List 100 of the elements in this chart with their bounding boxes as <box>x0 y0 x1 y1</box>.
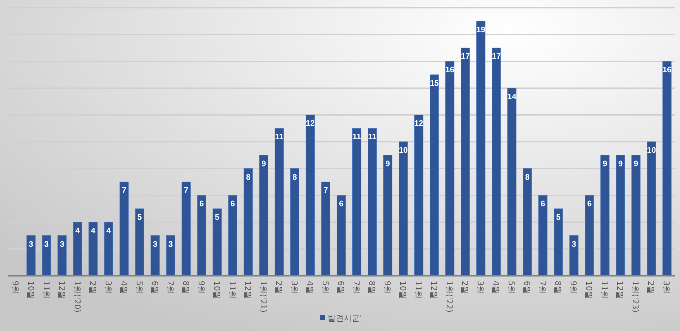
bar <box>414 114 424 276</box>
x-tick-label: 11월 <box>42 281 51 300</box>
data-label: 3 <box>29 240 34 249</box>
bar <box>58 236 67 276</box>
x-tick-label: 8월 <box>554 281 563 294</box>
data-label: 5 <box>556 213 562 222</box>
data-label: 11 <box>368 132 378 142</box>
bar <box>244 168 253 276</box>
bar <box>647 142 656 276</box>
bar <box>26 236 36 276</box>
data-label: 4 <box>91 226 96 236</box>
bar <box>585 195 594 276</box>
x-tick-label: 5월 <box>134 281 144 294</box>
bar <box>384 155 393 276</box>
bar <box>662 61 672 276</box>
data-label: 11 <box>352 132 362 142</box>
x-tick-label: 10월 <box>398 281 408 300</box>
data-label: 5 <box>138 213 143 222</box>
data-label: 7 <box>184 186 190 196</box>
x-tick-label: 11월 <box>414 281 424 300</box>
x-tick-label: 10월 <box>584 281 594 300</box>
x-tick-label: 2월 <box>460 281 470 294</box>
bar <box>166 236 176 276</box>
data-label: 3 <box>44 240 50 249</box>
x-tick-label: 2월 <box>274 281 284 294</box>
data-label: 7 <box>122 186 128 196</box>
x-tick-label: 6월 <box>150 281 160 294</box>
data-label: 3 <box>153 240 158 249</box>
bar <box>538 195 548 276</box>
data-label: 6 <box>200 200 205 209</box>
x-tick-label: 7월 <box>166 281 175 294</box>
x-tick-label: 5월 <box>507 281 516 294</box>
bar <box>554 208 564 276</box>
bar <box>212 208 222 276</box>
bar <box>336 195 346 276</box>
bar <box>182 182 191 276</box>
data-label: 6 <box>339 200 344 209</box>
x-tick-label: 2월 <box>88 281 98 294</box>
bar <box>274 128 284 276</box>
x-tick-label: 1월('20) <box>72 281 82 313</box>
x-tick-label: 3월 <box>476 281 486 294</box>
x-tick-label: 3월 <box>104 281 113 294</box>
data-label: 17 <box>492 52 502 62</box>
bar <box>88 222 98 276</box>
data-label: 11 <box>275 132 284 142</box>
data-label: 16 <box>446 66 456 75</box>
x-tick-label: 6월 <box>522 281 532 294</box>
bar <box>321 182 331 276</box>
x-tick-label: 3월 <box>290 281 299 294</box>
bar <box>508 88 517 276</box>
x-tick-label: 8월 <box>181 281 190 294</box>
data-label: 8 <box>525 172 530 182</box>
data-label: 10 <box>647 146 657 155</box>
data-label: 16 <box>662 66 672 75</box>
data-label: 8 <box>292 172 298 182</box>
x-tick-label: 10월 <box>26 281 36 300</box>
x-tick-label: 4월 <box>492 281 501 294</box>
data-label: 12 <box>414 119 424 128</box>
legend-item: 발견시군' <box>320 314 362 323</box>
bar <box>476 21 486 276</box>
x-tick-label: 11월 <box>228 281 237 300</box>
x-tick-label: 1월('22) <box>445 281 454 313</box>
data-label: 17 <box>461 52 471 62</box>
bar <box>461 48 470 276</box>
bar <box>632 155 641 276</box>
x-tick-label: 5월 <box>320 281 330 294</box>
x-tick-label: 4월 <box>305 281 314 294</box>
x-tick-label: 6월 <box>336 281 346 294</box>
bar <box>120 182 129 276</box>
bar <box>104 222 114 276</box>
bar <box>150 236 160 276</box>
data-label: 4 <box>106 226 112 236</box>
bar <box>368 128 378 276</box>
data-label: 9 <box>634 159 639 168</box>
data-label: 7 <box>324 186 329 196</box>
data-label: 5 <box>215 213 220 222</box>
data-label: 9 <box>386 159 391 168</box>
x-tick-label: 9월 <box>383 281 392 294</box>
bar <box>600 155 610 276</box>
bar <box>73 222 82 276</box>
bar <box>197 195 206 276</box>
data-label: 8 <box>246 172 252 182</box>
data-label: 6 <box>230 200 236 209</box>
bar <box>259 155 268 276</box>
x-tick-label: 9월 <box>569 281 578 294</box>
data-label: 6 <box>587 200 592 209</box>
data-label: 9 <box>602 159 608 168</box>
x-tick-label: 12월 <box>616 281 625 300</box>
bar <box>135 208 144 276</box>
data-label: 9 <box>262 159 267 168</box>
bar <box>290 168 300 276</box>
bar <box>306 114 315 276</box>
bar <box>399 142 408 276</box>
data-label: 3 <box>168 240 174 249</box>
x-tick-label: 4월 <box>119 281 128 294</box>
x-tick-label: 12월 <box>243 281 252 300</box>
x-tick-label: 1월('21) <box>258 281 268 313</box>
bar <box>42 236 52 276</box>
data-label: 6 <box>540 200 546 209</box>
x-tick-label: 3월 <box>662 281 672 294</box>
